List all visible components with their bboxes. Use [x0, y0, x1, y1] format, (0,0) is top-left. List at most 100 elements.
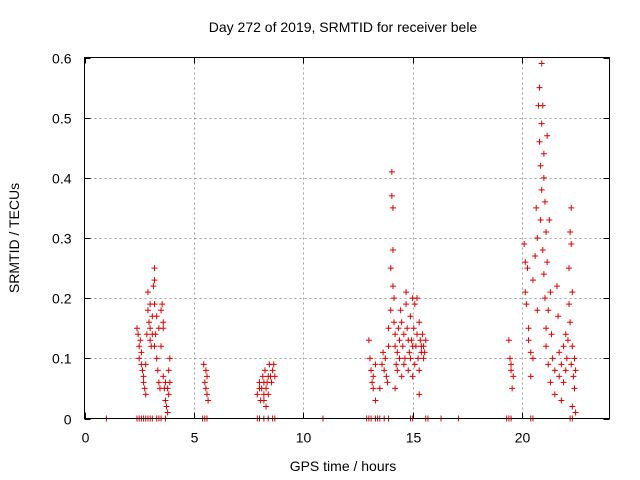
- data-point: [414, 331, 420, 338]
- data-point: [365, 337, 372, 344]
- data-point: [387, 307, 394, 314]
- data-point: [417, 337, 424, 344]
- data-point: [370, 385, 377, 392]
- data-point: [543, 228, 550, 235]
- data-point: [164, 385, 171, 392]
- data-point: [571, 385, 578, 392]
- data-point: [204, 391, 210, 398]
- data-point: [529, 355, 536, 362]
- x-axis-label: GPS time / hours: [290, 458, 397, 474]
- data-point: [568, 361, 575, 368]
- data-point: [541, 198, 548, 205]
- data-point: [549, 355, 556, 362]
- data-point: [400, 331, 407, 338]
- data-point: [415, 355, 422, 362]
- data-point: [422, 337, 429, 344]
- data-point: [551, 391, 558, 398]
- data-point: [400, 361, 407, 368]
- data-point: [543, 325, 550, 332]
- data-point: [508, 367, 515, 374]
- data-point: [134, 325, 140, 332]
- data-point: [393, 361, 400, 368]
- data-point: [541, 295, 548, 302]
- chart-title: Day 272 of 2019, SRMTID for receiver bel…: [209, 19, 478, 35]
- data-point: [532, 253, 539, 260]
- x-tick-label: 20: [515, 430, 531, 446]
- data-point: [556, 349, 563, 356]
- data-point: [385, 343, 392, 350]
- data-point: [527, 349, 534, 356]
- data-point: [151, 301, 158, 308]
- x-tick-label: 0: [82, 430, 90, 446]
- data-point: [405, 367, 412, 374]
- data-point: [562, 367, 569, 374]
- data-point: [398, 373, 405, 380]
- data-point: [570, 373, 577, 380]
- data-point: [268, 379, 275, 386]
- x-tick-label: 5: [191, 430, 199, 446]
- data-point: [383, 373, 390, 380]
- data-point: [152, 331, 159, 338]
- data-point: [398, 319, 405, 326]
- y-tick-label: 0.3: [52, 231, 72, 247]
- data-point: [384, 379, 391, 386]
- data-point: [508, 361, 515, 368]
- data-point: [382, 355, 389, 362]
- data-point: [571, 355, 578, 362]
- data-point: [510, 373, 517, 380]
- data-point: [540, 271, 547, 278]
- data-point: [543, 343, 550, 350]
- data-point: [387, 265, 394, 272]
- data-point: [555, 313, 562, 320]
- data-point: [372, 361, 379, 368]
- data-point: [143, 331, 150, 338]
- data-point: [391, 295, 398, 302]
- data-point: [407, 355, 414, 362]
- y-tick-label: 0.5: [52, 111, 72, 127]
- data-point: [556, 373, 563, 380]
- data-point: [201, 379, 208, 386]
- data-point: [151, 265, 158, 272]
- data-point: [389, 204, 396, 211]
- data-point: [416, 367, 423, 374]
- data-point: [166, 355, 173, 362]
- data-point: [388, 168, 395, 175]
- data-point: [397, 307, 404, 314]
- data-point: [409, 373, 416, 380]
- data-point: [147, 337, 154, 344]
- data-point: [259, 373, 266, 380]
- data-point: [421, 349, 428, 356]
- data-point: [408, 337, 415, 344]
- data-point: [254, 391, 261, 398]
- data-point: [534, 307, 541, 314]
- data-point: [165, 367, 172, 374]
- data-point: [205, 397, 212, 404]
- data-point: [538, 120, 545, 127]
- data-point: [263, 403, 270, 410]
- data-point: [163, 403, 170, 410]
- data-point: [154, 367, 161, 374]
- data-point: [403, 289, 410, 296]
- axis-ticks: [84, 57, 610, 420]
- data-point: [566, 265, 573, 272]
- data-point: [563, 355, 570, 362]
- data-point: [366, 355, 373, 362]
- data-point: [540, 150, 547, 157]
- data-point: [144, 289, 151, 296]
- data-point: [379, 361, 385, 368]
- data-point: [529, 277, 536, 284]
- data-point: [135, 331, 142, 338]
- data-point: [144, 307, 151, 314]
- data-point: [537, 216, 544, 223]
- data-point: [146, 319, 153, 326]
- data-point: [369, 379, 376, 386]
- data-point: [368, 367, 375, 374]
- data-point: [151, 277, 158, 284]
- data-point: [533, 204, 540, 211]
- data-point: [420, 355, 427, 362]
- data-point: [136, 343, 143, 350]
- data-point: [403, 301, 410, 308]
- data-point: [548, 331, 555, 338]
- data-point: [139, 367, 146, 374]
- data-point: [153, 355, 160, 362]
